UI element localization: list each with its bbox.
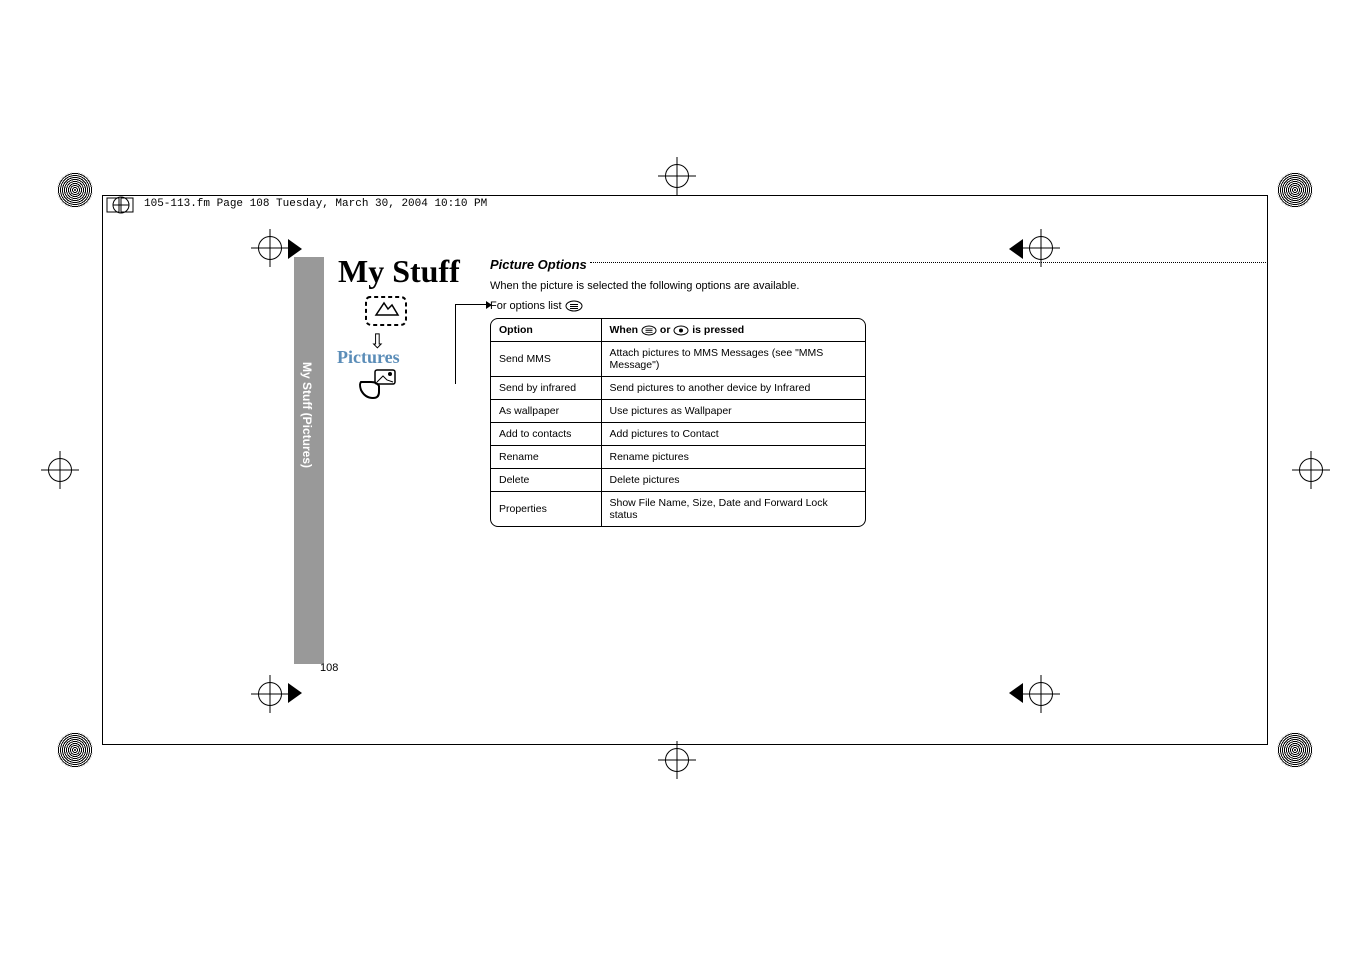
- crop-circle-bl: [57, 732, 93, 768]
- subtitle: Pictures: [337, 347, 400, 368]
- cell-option: Properties: [491, 492, 601, 527]
- cell-desc: Delete pictures: [601, 469, 865, 492]
- table-row: As wallpaperUse pictures as Wallpaper: [491, 400, 865, 423]
- th-mid: or: [657, 324, 673, 336]
- section-heading: Picture Options: [490, 257, 587, 272]
- cell-option: As wallpaper: [491, 400, 601, 423]
- book-icon: [105, 193, 137, 215]
- cell-option: Add to contacts: [491, 423, 601, 446]
- dotted-rule: [590, 262, 1268, 263]
- options-table: Option When or is pressed Send MMSAttach…: [490, 318, 866, 527]
- pictures-icon: [357, 368, 397, 402]
- crop-circle-tl: [57, 172, 93, 208]
- th-suffix: is pressed: [689, 324, 744, 336]
- body-line1: When the picture is selected the followi…: [490, 280, 799, 292]
- mystuff-icon: [364, 293, 408, 329]
- header-text: 105-113.fm Page 108 Tuesday, March 30, 2…: [144, 198, 487, 210]
- registration-mark: [665, 748, 689, 772]
- registration-mark: [665, 164, 689, 188]
- table-row: PropertiesShow File Name, Size, Date and…: [491, 492, 865, 527]
- registration-mark: [48, 458, 72, 482]
- body-line2: For options list: [490, 300, 583, 312]
- cell-option: Send by infrared: [491, 377, 601, 400]
- registration-mark: [1299, 458, 1323, 482]
- cell-desc: Show File Name, Size, Date and Forward L…: [601, 492, 865, 527]
- sidebar-label: My Stuff (Pictures): [300, 362, 314, 468]
- cell-option: Delete: [491, 469, 601, 492]
- crop-circle-tr: [1277, 172, 1313, 208]
- cell-desc: Send pictures to another device by Infra…: [601, 377, 865, 400]
- page-title: My Stuff: [338, 253, 460, 290]
- menu-button-icon: [641, 325, 657, 336]
- connector-line: [455, 304, 490, 384]
- table-header-row: Option When or is pressed: [491, 319, 865, 342]
- menu-button-icon: [565, 300, 583, 312]
- cell-option: Rename: [491, 446, 601, 469]
- cell-desc: Rename pictures: [601, 446, 865, 469]
- table-row: Send by infraredSend pictures to another…: [491, 377, 865, 400]
- cell-desc: Attach pictures to MMS Messages (see "MM…: [601, 342, 865, 377]
- th-prefix: When: [610, 324, 642, 336]
- table-row: RenameRename pictures: [491, 446, 865, 469]
- center-button-icon: [673, 325, 689, 336]
- cell-desc: Add pictures to Contact: [601, 423, 865, 446]
- table-row: DeleteDelete pictures: [491, 469, 865, 492]
- body-line2-prefix: For options list: [490, 300, 565, 312]
- table-row: Add to contactsAdd pictures to Contact: [491, 423, 865, 446]
- table-header-action: When or is pressed: [601, 319, 865, 342]
- cell-option: Send MMS: [491, 342, 601, 377]
- crop-circle-br: [1277, 732, 1313, 768]
- table-row: Send MMSAttach pictures to MMS Messages …: [491, 342, 865, 377]
- table-header-option: Option: [491, 319, 601, 342]
- cell-desc: Use pictures as Wallpaper: [601, 400, 865, 423]
- page-number: 108: [320, 662, 338, 674]
